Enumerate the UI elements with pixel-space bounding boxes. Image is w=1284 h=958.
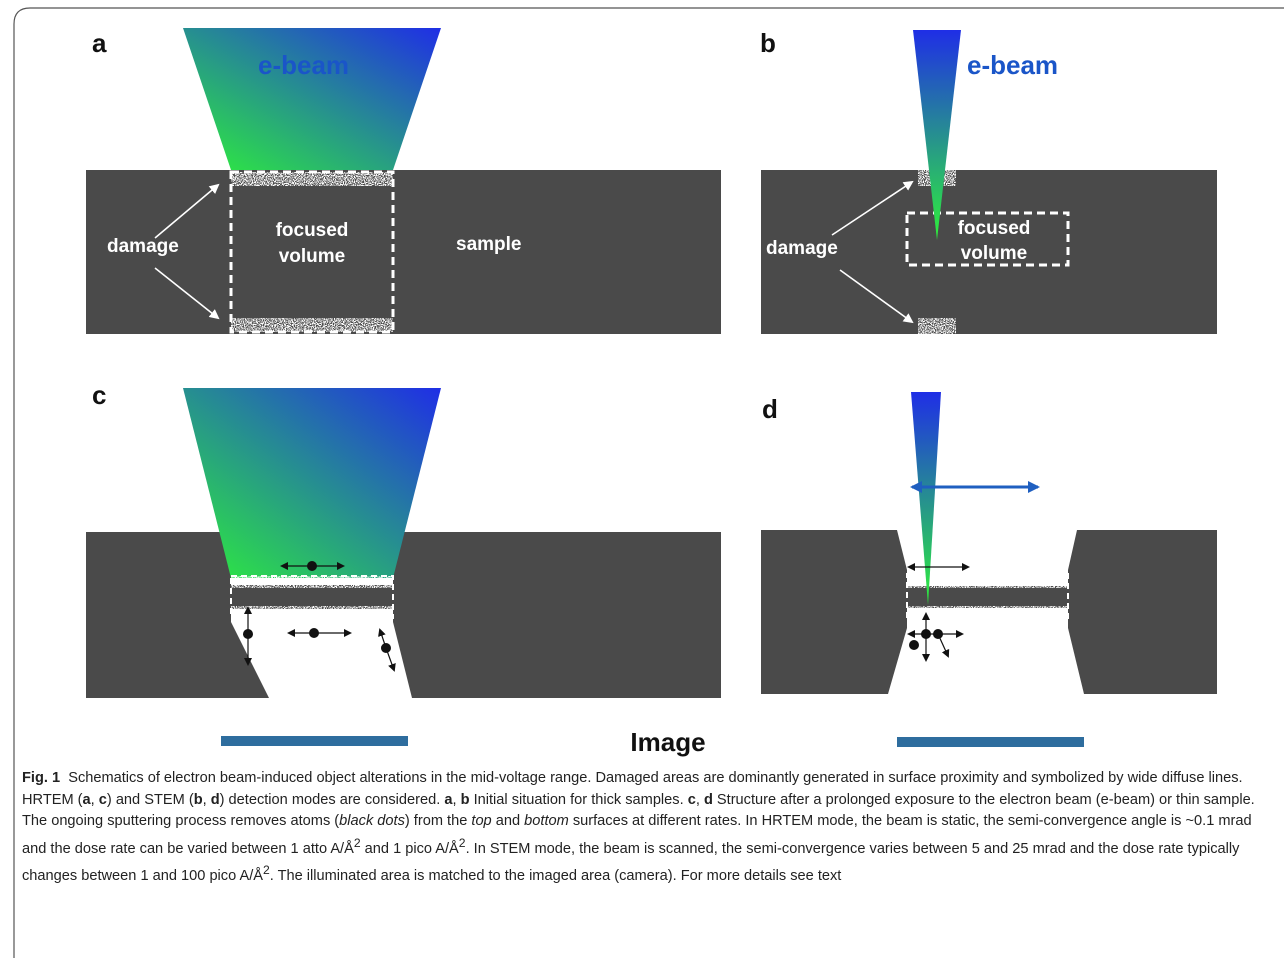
- panel-d-letter: d: [762, 394, 778, 424]
- caption-panel-ref: c: [687, 791, 696, 808]
- panel-a-volume-line1: focused: [276, 220, 349, 241]
- caption-text: and: [491, 813, 525, 830]
- caption-panel-ref: d: [703, 791, 713, 808]
- caption-panel-ref: b: [193, 791, 203, 808]
- caption-panel-ref: c: [98, 791, 107, 808]
- panel-c-camera-bar: [221, 736, 408, 746]
- panel-b-beam-label: e-beam: [967, 50, 1058, 80]
- panel-a-focused-volume-box: [229, 170, 395, 334]
- caption-text: . In STEM mode, the beam is scanned, the…: [22, 840, 1240, 885]
- panel-b-damage-bottom: [918, 318, 956, 334]
- caption-text: . The illuminated area is matched to the…: [269, 868, 842, 885]
- panel-d-damage-top: [907, 574, 1068, 588]
- panel-a-sample-label: sample: [456, 234, 521, 255]
- panel-c-thin-sample: [231, 585, 393, 609]
- panel-a-damage-top: [231, 172, 393, 186]
- caption-text: Initial situation for thick samples.: [469, 791, 688, 808]
- caption-text: ,: [90, 791, 99, 808]
- panel-a-arrow-up: [154, 183, 220, 239]
- panel-c-sample-right: [393, 532, 721, 698]
- caption-text: Schematics of electron beam-induced obje…: [22, 770, 1243, 808]
- panel-d-camera-bar: [897, 737, 1084, 747]
- panel-d-damage-bottom: [907, 606, 1068, 620]
- caption-italic: black dots: [339, 813, 405, 830]
- panel-b-damage-label: damage: [766, 238, 838, 259]
- panel-b-letter: b: [760, 28, 776, 58]
- panel-b-volume-line1: focused: [958, 218, 1031, 239]
- panel-b-focused-volume-box: [905, 211, 1070, 267]
- panel-d-sample-right: [1068, 530, 1217, 694]
- image-label: Image: [630, 727, 705, 757]
- caption-panel-ref: a: [444, 791, 453, 808]
- panel-b-sample-block: [761, 170, 1217, 334]
- panel-b-arrow-up: [831, 180, 914, 236]
- caption-fig-label: Fig. 1: [22, 770, 61, 786]
- caption-superscript: 2: [353, 835, 361, 850]
- panel-c-atom-dot: [381, 643, 391, 653]
- panel-d-atom-dot: [909, 640, 919, 650]
- caption-text: surfaces at different rates. In HRTEM mo…: [22, 813, 1252, 857]
- panel-a: a e-beam damage focused volume sample: [86, 28, 721, 334]
- caption-superscript: 2: [458, 835, 466, 850]
- caption-italic: top: [471, 813, 492, 830]
- panel-c-damage-bottom: [231, 606, 393, 618]
- panel-c-damage-box: [230, 575, 394, 619]
- panel-d: d: [761, 392, 1217, 747]
- caption-text: ,: [452, 791, 461, 808]
- panel-c-atom-dot: [243, 629, 253, 639]
- panel-d-damage-box: [906, 573, 1069, 621]
- caption-text: ) from the: [404, 813, 472, 830]
- panel-a-damage-label: damage: [107, 236, 179, 257]
- panel-a-focused-volume-area: [231, 174, 393, 330]
- panel-c-beam: [183, 388, 441, 578]
- figure-caption: Fig. 1 Schematics of electron beam-induc…: [22, 768, 1278, 888]
- panel-a-letter: a: [92, 28, 107, 58]
- caption-panel-ref: d: [210, 791, 220, 808]
- caption-panel-ref: b: [460, 791, 470, 808]
- panel-a-sample-block: [86, 170, 721, 334]
- panel-d-atom-dot: [933, 629, 943, 639]
- caption-text: ) and STEM (: [106, 791, 194, 808]
- figure-border: [13, 7, 1284, 958]
- panel-c-atom-dot: [307, 561, 317, 571]
- panel-b-beam: [913, 30, 961, 240]
- panel-b-volume-line2: volume: [961, 243, 1028, 264]
- panel-a-arrow-down: [154, 267, 220, 320]
- panel-d-thin-sample: [907, 586, 1068, 608]
- panel-b: b e-beam damage focused volume: [760, 28, 1217, 334]
- panel-d-sample-left: [761, 530, 907, 694]
- panel-a-beam-label: e-beam: [258, 50, 349, 80]
- caption-text: and 1 pico A/Å: [360, 840, 459, 857]
- panel-a-damage-bottom: [231, 318, 393, 332]
- caption-text: Structure after a prolonged exposure to …: [22, 791, 1255, 830]
- caption-text: ,: [202, 791, 211, 808]
- panel-d-beam: [911, 392, 941, 605]
- panel-c-sample-left: [86, 532, 269, 698]
- panel-c-atom-dot: [309, 628, 319, 638]
- panel-a-beam: [183, 28, 441, 170]
- panel-b-arrow-down: [839, 269, 914, 324]
- caption-panel-ref: a: [82, 791, 91, 808]
- caption-italic: bottom: [524, 813, 569, 830]
- caption-superscript: 2: [262, 863, 270, 878]
- panel-a-volume-line2: volume: [279, 246, 346, 267]
- panel-d-atom-dot: [921, 629, 931, 639]
- panel-c-damage-top: [231, 576, 393, 588]
- caption-text: ,: [695, 791, 704, 808]
- caption-text: ) detection modes are considered.: [219, 791, 445, 808]
- panel-c-letter: c: [92, 380, 106, 410]
- panel-c: c: [86, 380, 721, 746]
